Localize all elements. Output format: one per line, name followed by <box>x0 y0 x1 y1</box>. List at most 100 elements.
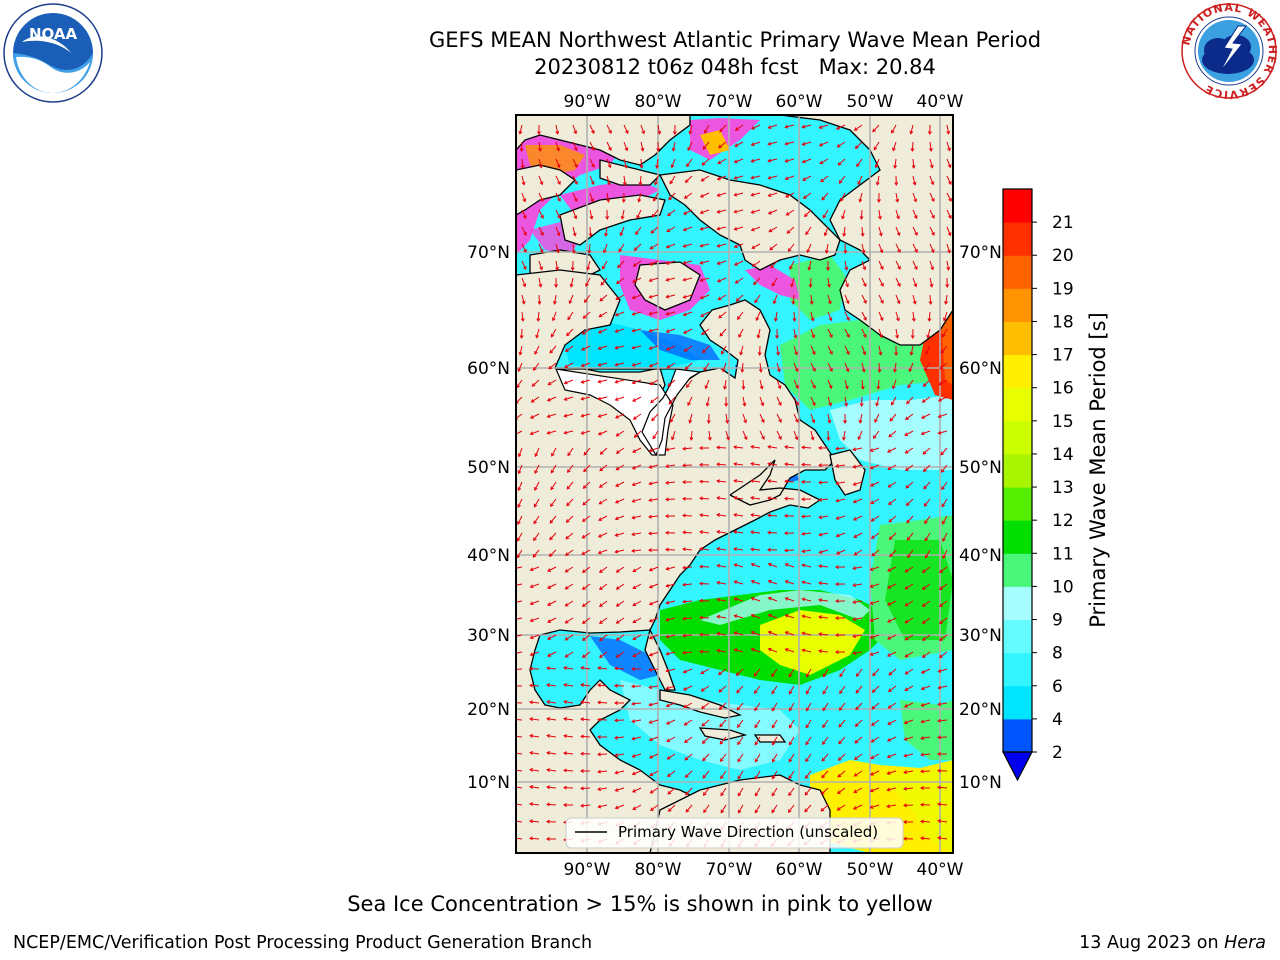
wave-arrow <box>649 770 659 776</box>
wave-arrow <box>656 141 661 152</box>
wave-arrow <box>533 498 540 508</box>
wave-arrow <box>784 597 795 602</box>
wave-arrow <box>635 226 642 236</box>
lat-tick-right: 40°N <box>959 546 1002 566</box>
wave-arrow <box>718 702 727 710</box>
run-date-text: 13 Aug 2023 on <box>1079 933 1225 953</box>
wave-arrow <box>716 277 727 283</box>
wave-arrow <box>682 650 693 655</box>
wave-arrow <box>840 192 846 202</box>
wave-arrow <box>857 175 863 186</box>
colorbar-tick: 21 <box>1052 213 1074 233</box>
wave-arrow <box>614 311 625 317</box>
wave-arrow <box>808 277 813 288</box>
colorbar-tick: 14 <box>1052 445 1074 465</box>
lon-tick-top: 40°W <box>917 92 964 112</box>
wave-arrow <box>719 736 727 745</box>
wave-arrow <box>701 719 710 727</box>
wave-arrow <box>767 479 778 484</box>
wave-arrow <box>737 753 744 763</box>
wave-arrow <box>926 328 931 339</box>
wave-arrow <box>563 717 574 721</box>
wave-arrow <box>631 770 642 776</box>
wave-arrow <box>665 651 676 656</box>
wave-arrow <box>665 328 676 334</box>
wave-arrow <box>939 617 948 624</box>
wave-arrow <box>844 260 849 271</box>
wave-arrow <box>894 175 899 186</box>
wave-arrow <box>822 668 829 678</box>
wave-arrow <box>605 209 610 220</box>
wave-arrow <box>648 481 659 486</box>
wave-arrow <box>686 379 693 389</box>
wave-arrow <box>937 668 948 673</box>
wave-arrow <box>598 481 608 488</box>
wave-arrow <box>580 803 591 808</box>
wave-arrow <box>602 243 608 254</box>
wave-arrow <box>924 549 931 559</box>
wave-arrow <box>767 462 778 466</box>
wave-arrow <box>912 260 918 271</box>
wave-arrow <box>810 430 815 441</box>
wave-arrow <box>750 141 761 147</box>
wave-arrow <box>682 565 693 570</box>
wave-arrow <box>665 480 676 485</box>
wave-arrow <box>555 243 560 254</box>
wave-arrow <box>906 532 914 541</box>
wave-arrow <box>801 549 812 554</box>
wave-arrow <box>873 141 880 151</box>
wave-arrow <box>668 192 676 201</box>
wave-arrow <box>655 158 660 169</box>
wave-arrow <box>622 175 627 186</box>
wave-arrow <box>633 430 642 438</box>
wave-arrow <box>843 243 848 254</box>
wave-arrow <box>734 141 744 147</box>
wave-arrow <box>750 479 761 483</box>
wave-arrow <box>903 770 914 775</box>
wave-arrow <box>784 479 795 484</box>
wave-arrow <box>844 379 849 390</box>
wave-arrow <box>669 175 676 185</box>
wave-arrow <box>720 787 727 797</box>
colorbar-band <box>1003 586 1032 621</box>
wave-arrow <box>878 345 883 356</box>
wave-arrow <box>776 362 781 373</box>
wave-arrow <box>700 175 710 182</box>
wave-arrow <box>869 617 880 622</box>
wave-arrow <box>552 294 557 305</box>
wave-arrow <box>801 631 812 636</box>
wave-arrow <box>547 617 557 623</box>
wave-arrow <box>844 328 850 338</box>
colorbar-tick: 4 <box>1052 710 1063 730</box>
wave-arrow <box>564 566 574 573</box>
wave-arrow <box>928 141 933 152</box>
wave-arrow <box>784 141 795 146</box>
wave-arrow <box>872 430 880 439</box>
wave-arrow <box>516 802 523 806</box>
wave-arrow <box>946 260 951 271</box>
wave-arrow <box>822 685 829 695</box>
lon-tick-top: 80°W <box>635 92 682 112</box>
wave-arrow <box>941 515 948 525</box>
wave-arrow <box>581 634 591 641</box>
wave-arrow <box>648 514 659 519</box>
wave-arrow <box>650 226 659 234</box>
colorbar-band <box>1003 222 1032 256</box>
wave-arrow <box>940 345 948 354</box>
wave-arrow <box>733 530 744 534</box>
wave-arrow <box>666 753 676 760</box>
colorbar-tick: 20 <box>1052 246 1074 266</box>
wave-arrow <box>861 260 867 271</box>
wave-arrow <box>632 413 642 420</box>
wave-arrow <box>733 547 744 552</box>
wave-arrow <box>699 294 710 300</box>
wave-arrow <box>920 786 931 790</box>
wave-arrow <box>529 651 540 657</box>
wave-arrow <box>567 447 574 457</box>
wave-arrow <box>597 430 608 436</box>
wave-arrow <box>835 515 846 520</box>
wave-arrow <box>889 549 897 558</box>
wave-arrow <box>837 770 846 778</box>
wave-arrow <box>852 634 863 639</box>
wave-arrow <box>597 379 608 384</box>
